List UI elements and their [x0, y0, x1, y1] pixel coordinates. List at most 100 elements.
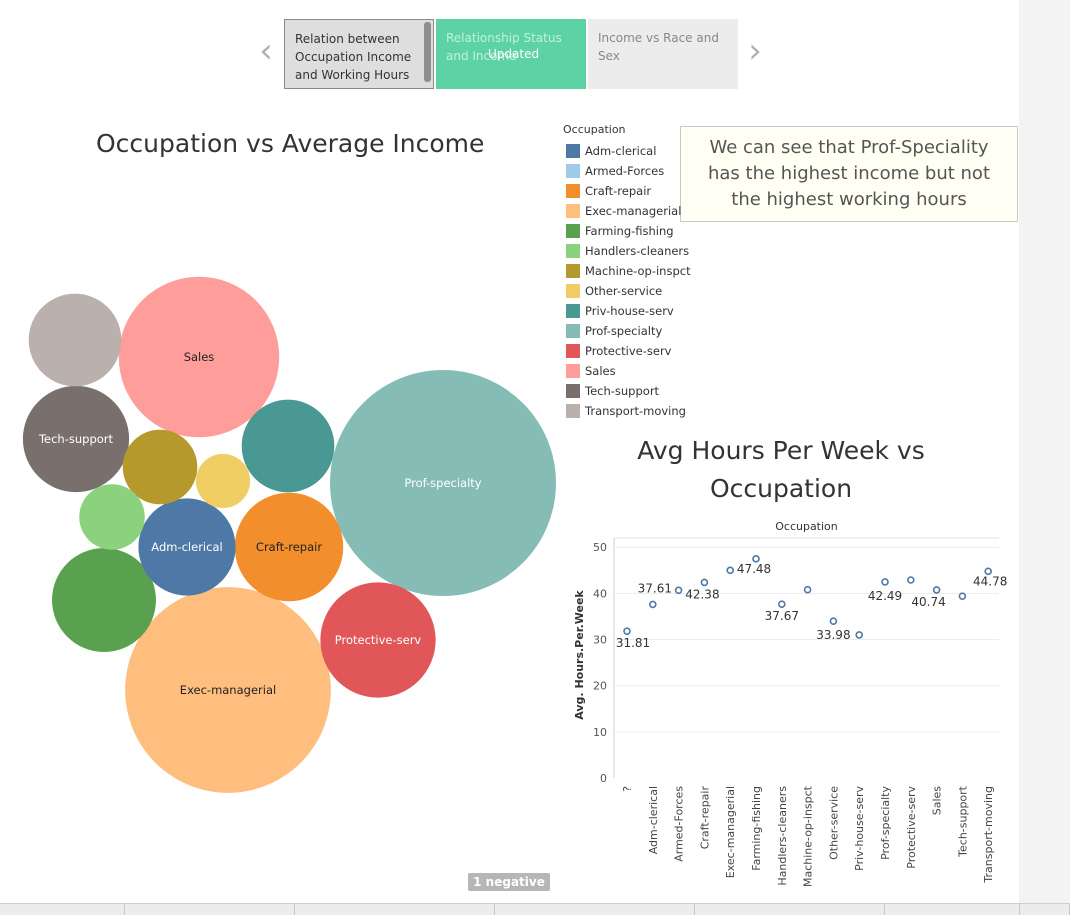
x-tick-label: Adm-clerical [647, 786, 660, 854]
legend-item-sales[interactable]: Sales [563, 361, 691, 381]
legend-swatch [566, 224, 580, 238]
bubble-chart-title: Occupation vs Average Income [96, 129, 485, 158]
sheet-tab[interactable] [125, 904, 295, 915]
annotation-box: We can see that Prof-Speciality has the … [680, 126, 1018, 222]
x-tick-label: ? [621, 786, 634, 792]
chevron-right-icon[interactable]: › [748, 31, 762, 71]
bubble-prof-specialty[interactable] [330, 370, 556, 596]
legend-item-tech-support[interactable]: Tech-support [563, 381, 691, 401]
legend-item-transport-moving[interactable]: Transport-moving [563, 401, 691, 421]
bubble-label: Prof-specialty [404, 476, 481, 490]
scatter-point-unknown[interactable] [623, 627, 631, 635]
bubble-priv-house-serv[interactable] [241, 399, 335, 493]
y-tick-label: 50 [593, 541, 607, 554]
legend-item-farming-fishing[interactable]: Farming-fishing [563, 221, 691, 241]
bubble-adm-clerical[interactable] [138, 498, 236, 596]
legend-label: Transport-moving [585, 404, 686, 418]
x-tick-label: Transport-moving [982, 786, 995, 884]
bubble-machine-op-inspct[interactable] [122, 429, 198, 505]
x-tick-label: Armed-Forces [673, 786, 686, 862]
scatter-chart-title: Avg Hours Per Week vs Occupation [637, 436, 925, 503]
scatter-point-exec-managerial[interactable] [726, 566, 735, 575]
sheet-tab[interactable] [295, 904, 495, 915]
y-tick-label: 10 [593, 726, 607, 739]
legend-label: Armed-Forces [585, 164, 665, 178]
data-label: 44.78 [973, 574, 1007, 588]
bubble-other-service[interactable] [195, 453, 251, 509]
scatter-point-other-service[interactable] [829, 617, 838, 625]
bubble-label: Adm-clerical [151, 540, 222, 554]
story-point-2[interactable]: Relationship Status and Income Updated [436, 19, 586, 89]
bubble-sales[interactable] [118, 276, 280, 438]
legend-swatch [566, 364, 580, 378]
legend-item-craft-repair[interactable]: Craft-repair [563, 181, 691, 201]
story-point-3[interactable]: Income vs Race and Sex [588, 19, 738, 89]
legend-swatch [566, 204, 580, 218]
scatter-column-header: Occupation [775, 520, 838, 533]
sheet-tab[interactable] [885, 904, 1020, 915]
scatter-point-sales[interactable] [932, 586, 941, 594]
x-tick-label: Tech-support [956, 785, 969, 858]
x-tick-label: Handlers-cleaners [776, 786, 789, 886]
legend-label: Priv-house-serv [585, 304, 674, 318]
y-tick-label: 30 [593, 634, 607, 647]
data-label: 37.61 [638, 581, 672, 595]
x-tick-label: Prof-specialty [879, 786, 892, 860]
bubble-handlers-cleaners[interactable] [79, 484, 145, 550]
legend-item-exec-managerial[interactable]: Exec-managerial [563, 201, 691, 221]
y-tick-label: 0 [600, 772, 607, 785]
sheet-tab[interactable] [0, 904, 125, 915]
scatter-point-adm-clerical[interactable] [648, 600, 657, 609]
right-gutter [1019, 0, 1070, 903]
bubble-protective-serv[interactable] [320, 582, 436, 698]
y-tick-label: 40 [593, 587, 607, 600]
legend-item-protective-serv[interactable]: Protective-serv [563, 341, 691, 361]
scatter-point-armed-forces[interactable] [674, 586, 683, 595]
sheet-tab[interactable] [695, 904, 885, 915]
legend-item-armed-forces[interactable]: Armed-Forces [563, 161, 691, 181]
x-tick-label: Exec-managerial [724, 786, 737, 878]
legend-item-priv-house-serv[interactable]: Priv-house-serv [563, 301, 691, 321]
scatter-point-craft-repair[interactable] [700, 578, 709, 587]
story-point-scrollbar[interactable] [424, 22, 431, 82]
scatter-point-transport-moving[interactable] [984, 567, 993, 576]
x-tick-label: Other-service [827, 786, 840, 860]
chevron-left-icon[interactable]: ‹ [259, 31, 273, 71]
scatter-point-protective-serv[interactable] [906, 576, 915, 584]
legend-label: Adm-clerical [585, 144, 657, 158]
story-point-3-label: Income vs Race and Sex [598, 31, 719, 63]
scatter-point-tech-support[interactable] [958, 592, 967, 600]
bubble-farming-fishing[interactable] [52, 548, 156, 652]
legend-swatch [566, 244, 580, 258]
bubble-craft-repair[interactable] [234, 492, 344, 602]
x-tick-label: Farming-fishing [750, 786, 763, 871]
legend-swatch [566, 384, 580, 398]
story-point-1-label: Relation between Occupation Income and W… [295, 32, 412, 82]
sheet-tab[interactable] [1020, 904, 1070, 915]
legend-label: Tech-support [585, 384, 660, 398]
legend-item-handlers-cleaners[interactable]: Handlers-cleaners [563, 241, 691, 261]
scatter-point-priv-house-serv[interactable] [855, 631, 864, 639]
legend-item-prof-specialty[interactable]: Prof-specialty [563, 321, 691, 341]
legend-swatch [566, 344, 580, 358]
x-tick-label: Machine-op-inspct [802, 785, 815, 887]
scatter-point-prof-specialty[interactable] [881, 578, 889, 586]
bubble-transport-moving[interactable] [28, 293, 122, 387]
legend-label: Protective-serv [585, 344, 672, 358]
negative-warning-badge[interactable]: 1 negative [468, 873, 550, 891]
data-label: 42.49 [868, 589, 902, 603]
scatter-point-machine-op-inspct[interactable] [803, 585, 812, 594]
scatter-point-farming-fishing[interactable] [752, 555, 760, 563]
legend-label: Farming-fishing [585, 224, 674, 238]
legend-item-machine-op-inspct[interactable]: Machine-op-inspct [563, 261, 691, 281]
legend-item-other-service[interactable]: Other-service [563, 281, 691, 301]
legend-label: Sales [585, 364, 616, 378]
bubble-exec-managerial[interactable] [125, 587, 331, 793]
data-label: 31.81 [616, 636, 650, 650]
bubble-tech-support[interactable] [22, 385, 130, 493]
story-point-1[interactable]: Relation between Occupation Income and W… [284, 19, 434, 89]
sheet-tab[interactable] [495, 904, 695, 915]
legend-item-adm-clerical[interactable]: Adm-clerical [563, 141, 691, 161]
scatter-point-handlers-cleaners[interactable] [777, 600, 786, 608]
x-tick-label: Sales [931, 786, 944, 816]
